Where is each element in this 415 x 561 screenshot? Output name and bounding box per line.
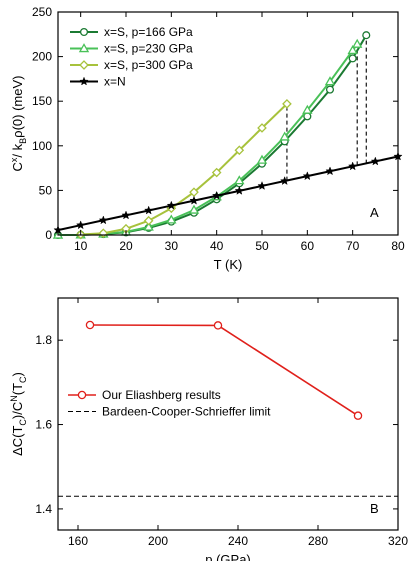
- data-point-series-1: [353, 411, 363, 420]
- legend-label: x=S, p=230 GPa: [104, 42, 193, 56]
- panel-a-legend: x=S, p=166 GPa x=S, p=230 GPa x=S, p=300 G…: [70, 25, 193, 89]
- data-point-series-1: [325, 85, 335, 94]
- panel-a-y-axis-label: Cx/ kBρ(0) (meV): [9, 76, 28, 172]
- data-point-series-4: [189, 195, 199, 205]
- panel-b-x-axis-label: p (GPa): [205, 552, 251, 561]
- legend-marker: [79, 27, 89, 37]
- panel-b-axes: 160 200 240 280 320 1.4 1.6 1.8: [35, 298, 408, 548]
- panel-b-letter: B: [370, 501, 379, 516]
- panel-b-frame: [57, 297, 399, 531]
- panel-a-axes: 10 20 30 40 50 60 70 80 0 50 100 150 200 250: [32, 5, 405, 253]
- data-point-series-4: [98, 215, 109, 225]
- x-tick-label: 280: [308, 534, 328, 548]
- data-point-series-4: [143, 205, 154, 215]
- data-point-series-2: [324, 76, 336, 86]
- x-tick-label: 80: [391, 239, 405, 253]
- panel-b: 160 200 240 280 320 1.4 1.6 1.8 Our Eliashberg …: [9, 297, 408, 561]
- data-point-series-1: [362, 31, 371, 40]
- series-line-2: [57, 43, 359, 236]
- data-point-series-4: [347, 161, 358, 171]
- data-point-series-4: [279, 176, 290, 186]
- panel-a-letter: A: [370, 205, 379, 220]
- y-tick-label: 150: [32, 94, 52, 108]
- panel-a-x-axis-label: T (K): [214, 257, 243, 272]
- legend-marker: [79, 76, 89, 86]
- data-point-series-3: [143, 215, 154, 226]
- series-line-1: [89, 324, 359, 417]
- x-tick-label: 320: [388, 534, 408, 548]
- legend-marker: [79, 60, 89, 70]
- series-line-3: [80, 103, 288, 236]
- panel-b-series-group: [58, 320, 398, 497]
- data-point-series-2: [279, 131, 290, 141]
- x-tick-label: 10: [74, 239, 88, 253]
- data-point-series-3: [257, 123, 267, 133]
- data-point-series-2: [166, 214, 177, 224]
- y-tick-label: 50: [39, 183, 53, 197]
- x-tick-label: 200: [148, 534, 168, 548]
- x-tick-label: 160: [68, 534, 88, 548]
- data-point-series-4: [211, 190, 222, 200]
- data-point-series-4: [325, 166, 335, 176]
- data-point-series-4: [166, 200, 177, 210]
- x-tick-label: 20: [119, 239, 133, 253]
- x-tick-label: 40: [210, 239, 224, 253]
- legend-label: x=N: [104, 75, 126, 89]
- y-tick-label: 1.4: [35, 502, 52, 516]
- y-tick-label: 1.6: [35, 418, 52, 432]
- data-point-series-4: [370, 156, 381, 166]
- panel-a-series-group: [52, 31, 403, 240]
- data-point-series-2: [351, 38, 363, 48]
- data-point-series-4: [234, 185, 245, 195]
- data-point-series-3: [282, 99, 292, 109]
- data-point-series-2: [347, 44, 358, 55]
- data-point-series-4: [257, 180, 267, 190]
- data-point-series-2: [302, 104, 313, 114]
- legend-label: x=S, p=166 GPa: [104, 25, 193, 39]
- data-point-series-2: [188, 204, 200, 214]
- x-tick-label: 70: [346, 239, 360, 253]
- y-tick-label: 1.8: [35, 333, 52, 347]
- data-point-series-1: [348, 54, 357, 63]
- data-point-series-2: [256, 154, 268, 164]
- x-tick-label: 60: [301, 239, 315, 253]
- y-tick-label: 100: [32, 139, 52, 153]
- legend-label: Our Eliashberg results: [102, 388, 221, 402]
- data-point-series-4: [302, 171, 313, 181]
- panel-a: 10 20 30 40 50 60 70 80 0 50 100 150 200 250 x=S, p=1…: [9, 5, 405, 272]
- x-tick-label: 50: [255, 239, 269, 253]
- x-tick-label: 240: [228, 534, 248, 548]
- y-tick-label: 250: [32, 5, 52, 19]
- panel-a-frame: [57, 11, 399, 236]
- data-point-series-3: [211, 167, 222, 178]
- panel-b-y-axis-label: ΔC(TC)/CN(TC): [9, 372, 28, 456]
- legend-label: x=S, p=300 GPa: [104, 58, 193, 72]
- data-point-series-3: [234, 145, 245, 156]
- data-point-series-2: [234, 175, 245, 185]
- data-point-series-1: [213, 321, 223, 330]
- legend-marker: [78, 43, 90, 53]
- x-tick-label: 30: [165, 239, 179, 253]
- y-tick-label: 200: [32, 50, 52, 64]
- data-point-series-4: [121, 210, 131, 220]
- y-tick-label: 0: [45, 228, 52, 242]
- panel-b-legend: Our Eliashberg results Bardeen-Cooper-Sch…: [68, 388, 271, 419]
- data-point-series-4: [75, 220, 86, 230]
- data-point-series-2: [143, 221, 154, 231]
- legend-label: Bardeen-Cooper-Schrieffer limit: [102, 405, 271, 419]
- legend-marker: [77, 390, 87, 400]
- series-line-4: [57, 155, 399, 232]
- data-point-series-1: [85, 320, 95, 330]
